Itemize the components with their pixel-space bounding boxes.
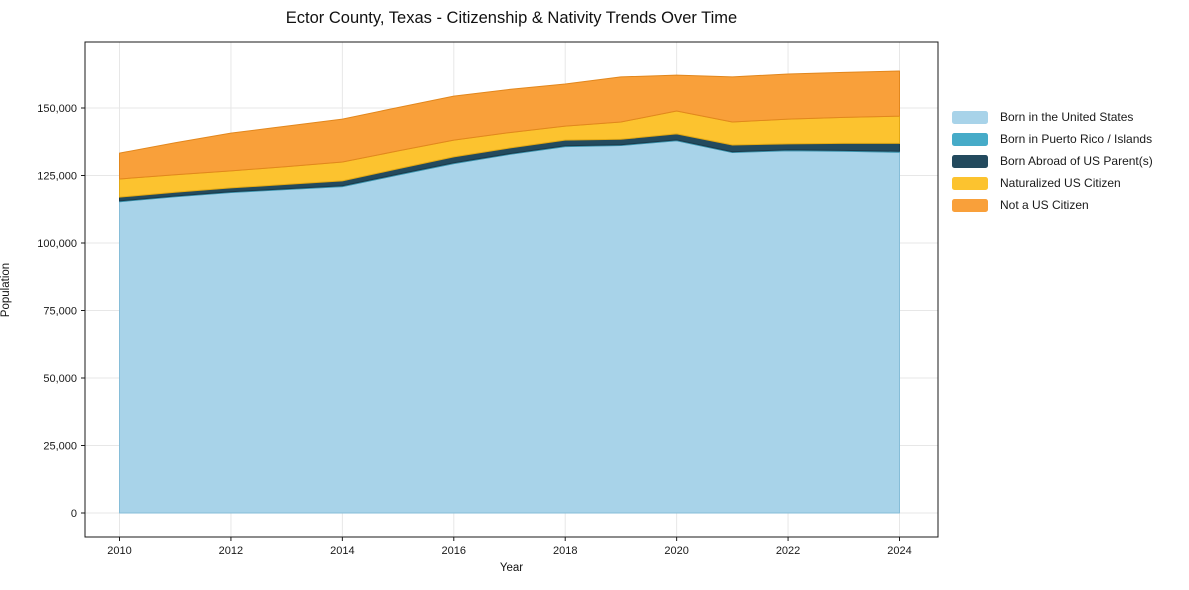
legend: Born in the United States Born in Puerto … — [952, 106, 1153, 216]
legend-swatch-icon — [952, 176, 988, 190]
area-series-1 — [119, 140, 900, 514]
legend-swatch-icon — [952, 198, 988, 212]
x-tick-label: 2024 — [887, 545, 911, 557]
legend-item: Not a US Citizen — [952, 194, 1153, 216]
y-tick-label: 50,000 — [43, 373, 77, 385]
x-tick-label: 2020 — [664, 545, 688, 557]
legend-swatch-icon — [952, 132, 988, 146]
legend-item: Born Abroad of US Parent(s) — [952, 150, 1153, 172]
x-tick-label: 2016 — [442, 545, 466, 557]
legend-swatch-icon — [952, 110, 988, 124]
x-tick-label: 2018 — [553, 545, 577, 557]
x-axis-title: Year — [499, 562, 524, 574]
y-tick-label: 125,000 — [37, 171, 77, 183]
area-series-5 — [119, 70, 900, 180]
legend-item: Born in the United States — [952, 106, 1153, 128]
x-tick-label: 2012 — [219, 545, 243, 557]
x-tick-label: 2010 — [107, 545, 131, 557]
y-tick-label: 75,000 — [43, 306, 77, 318]
y-tick-label: 150,000 — [37, 103, 77, 115]
legend-item: Born in Puerto Rico / Islands — [952, 128, 1153, 150]
y-tick-label: 25,000 — [43, 441, 77, 453]
legend-label: Not a US Citizen — [1000, 198, 1089, 212]
legend-label: Born Abroad of US Parent(s) — [1000, 154, 1153, 168]
plot-frame — [84, 41, 939, 538]
y-tick-label: 100,000 — [37, 238, 77, 250]
legend-label: Born in the United States — [1000, 110, 1134, 124]
x-tick-label: 2014 — [330, 545, 354, 557]
chart-title: Ector County, Texas - Citizenship & Nati… — [285, 9, 738, 27]
legend-swatch-icon — [952, 154, 988, 168]
legend-item: Naturalized US Citizen — [952, 172, 1153, 194]
legend-label: Naturalized US Citizen — [1000, 176, 1121, 190]
legend-label: Born in Puerto Rico / Islands — [1000, 132, 1153, 146]
x-tick-label: 2022 — [776, 545, 800, 557]
y-tick-label: 0 — [71, 508, 77, 520]
